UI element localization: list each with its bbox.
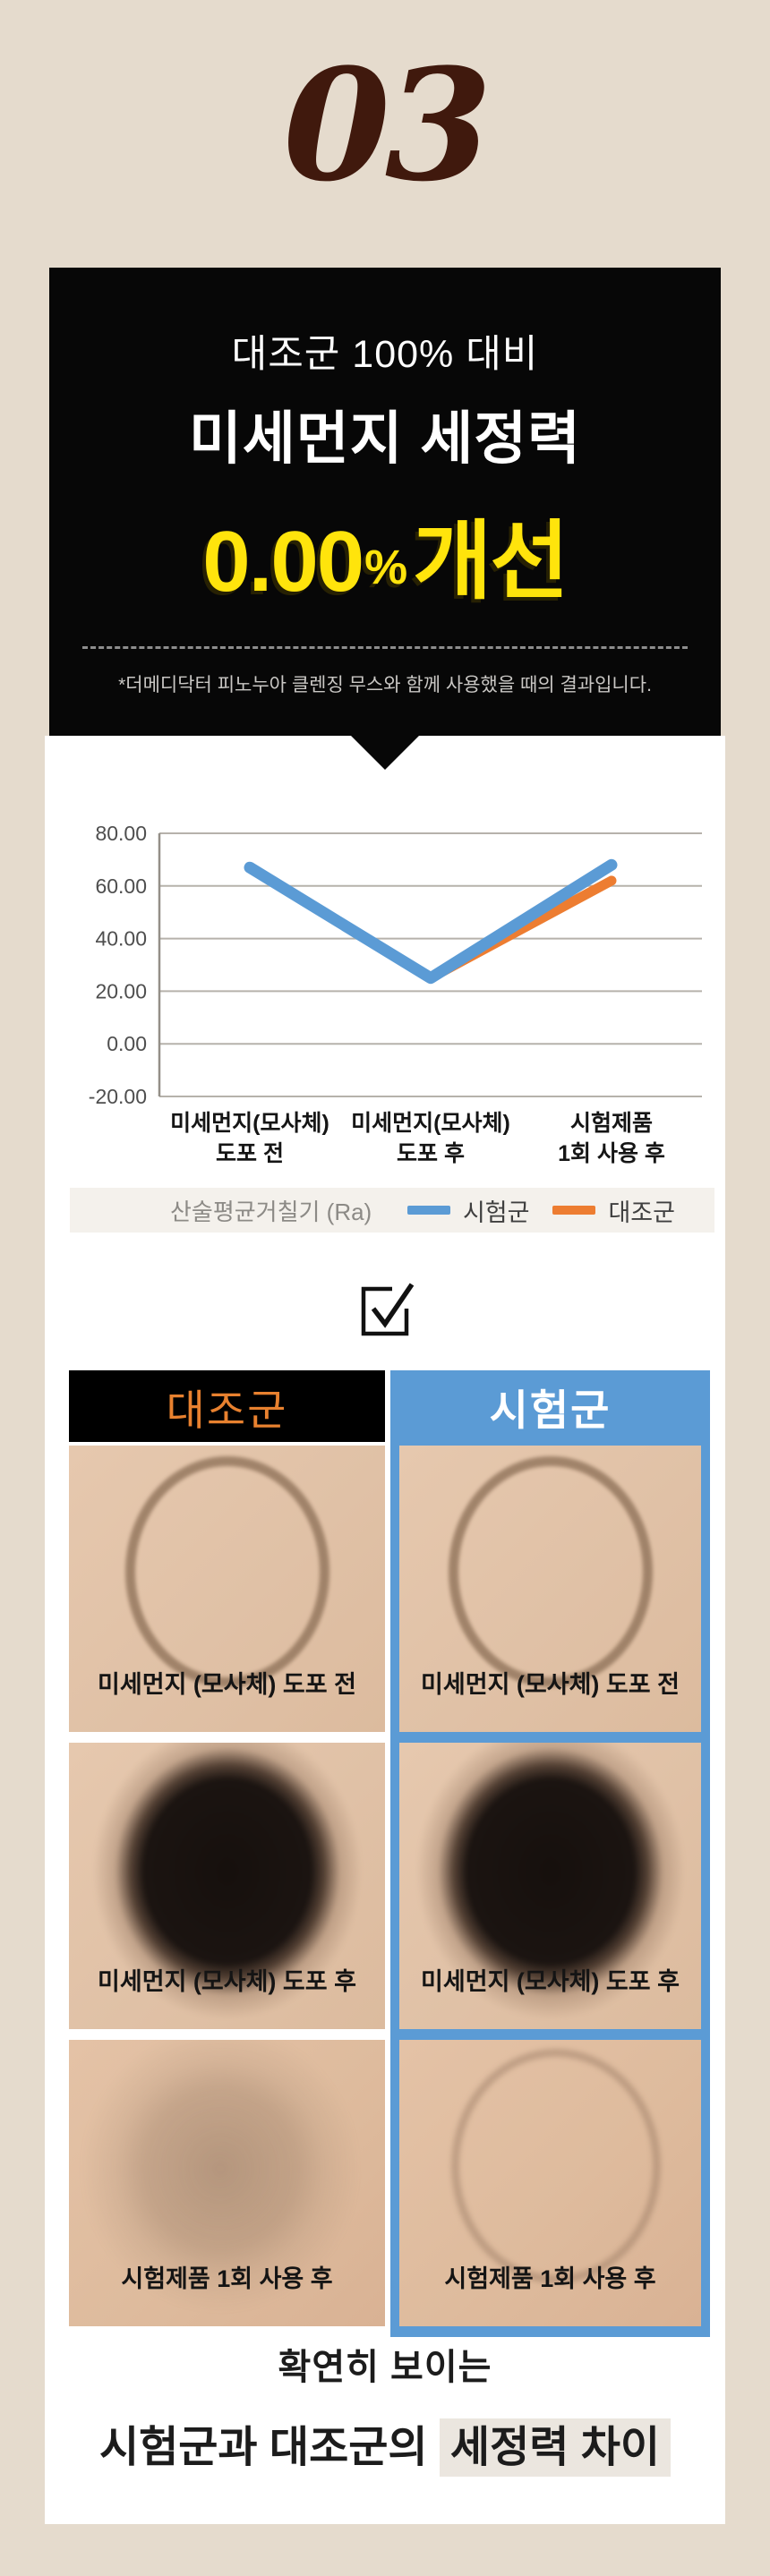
- chart-legend: 산술평균거칠기 (Ra) 시험군 대조군: [70, 1188, 714, 1233]
- checkbox-icon: [352, 1273, 418, 1341]
- photo-label: 시험제품 1회 사용 후: [444, 2265, 656, 2292]
- headline-banner: 대조군 100% 대비 미세먼지 세정력 0.00%개선 *더메디닥터 피노누아…: [49, 268, 721, 736]
- dust-ring-mark: [448, 1455, 653, 1687]
- legend-item-대조군: 대조군: [552, 1193, 675, 1228]
- footer-headline: 확연히 보이는 시험군과 대조군의 세정력 차이: [45, 2338, 725, 2477]
- photo-label: 미세먼지 (모사체) 도포 후: [98, 1968, 356, 1995]
- footer-line2-prefix: 시험군과 대조군의: [98, 2424, 440, 2471]
- banner-value: 0.00: [202, 514, 364, 610]
- test-column: 시험군 미세먼지 (모사체) 도포 전 미세먼지 (모사체) 도포 후 시험제품…: [390, 1370, 710, 2337]
- control-column: 대조군 미세먼지 (모사체) 도포 전 미세먼지 (모사체) 도포 후 시험제품…: [69, 1370, 385, 2326]
- banner-percent-sign: %: [364, 541, 408, 594]
- control-column-header: 대조군: [69, 1370, 385, 1442]
- svg-text:-20.00: -20.00: [89, 1085, 147, 1108]
- banner-value-line: 0.00%개선: [49, 491, 721, 616]
- svg-text:80.00: 80.00: [95, 822, 147, 845]
- banner-footnote: *더메디닥터 피노누아 클렌징 무스와 함께 사용했을 때의 결과입니다.: [118, 675, 652, 695]
- roughness-line-chart: 80.00 60.00 40.00 20.00 0.00 -20.00 미세먼지(모사체) 도…: [54, 801, 716, 1177]
- photo-control-before: 미세먼지 (모사체) 도포 전: [69, 1446, 385, 1732]
- footer-line2: 시험군과 대조군의 세정력 차이: [45, 2411, 725, 2477]
- residue-smudge-mark: [81, 2040, 360, 2312]
- legend-label: 대조군: [608, 1198, 675, 1226]
- photo-test-applied: 미세먼지 (모사체) 도포 후: [399, 1743, 701, 2029]
- svg-text:20.00: 20.00: [95, 979, 147, 1002]
- dust-blob-mark: [92, 1743, 362, 2019]
- legend-items: 시험군 대조군: [406, 1193, 675, 1228]
- chart-ylabel-note: 산술평균거칠기 (Ra): [170, 1198, 372, 1225]
- footer-highlight: 세정력 차이: [439, 2418, 672, 2477]
- photo-control-applied: 미세먼지 (모사체) 도포 후: [69, 1743, 385, 2029]
- banner-value-suffix: 개선: [413, 514, 569, 610]
- legend-label: 시험군: [462, 1198, 530, 1226]
- section-number: 03: [283, 34, 492, 216]
- legend-swatch: [406, 1206, 450, 1215]
- dust-blob-mark: [415, 1743, 685, 2019]
- faint-ring-mark: [451, 2048, 662, 2283]
- photo-control-after-use: 시험제품 1회 사용 후: [69, 2040, 385, 2326]
- footer-line1: 확연히 보이는: [278, 2348, 492, 2387]
- photo-test-after-use: 시험제품 1회 사용 후: [399, 2040, 701, 2326]
- photo-test-before: 미세먼지 (모사체) 도포 전: [399, 1446, 701, 1732]
- legend-item-시험군: 시험군: [406, 1193, 530, 1228]
- svg-text:40.00: 40.00: [95, 927, 147, 951]
- banner-title: 미세먼지 세정력: [189, 406, 581, 471]
- svg-text:미세먼지(모사체)도포 전: 미세먼지(모사체) 도포 전: [170, 1111, 329, 1166]
- svg-text:미세먼지(모사체)도포 후: 미세먼지(모사체) 도포 후: [351, 1111, 510, 1166]
- dashed-divider: [82, 646, 688, 649]
- test-column-header: 시험군: [489, 1386, 612, 1434]
- banner-pointer-triangle: [351, 736, 419, 770]
- svg-text:60.00: 60.00: [95, 874, 147, 898]
- svg-text:0.00: 0.00: [107, 1032, 147, 1055]
- dust-ring-mark: [124, 1455, 329, 1687]
- legend-swatch: [552, 1206, 596, 1215]
- photo-label: 미세먼지 (모사체) 도포 후: [421, 1968, 680, 1995]
- chart-canvas: 80.00 60.00 40.00 20.00 0.00 -20.00 미세먼지(모사체) 도…: [89, 822, 702, 1166]
- photo-label: 시험제품 1회 사용 후: [121, 2265, 333, 2292]
- banner-subtitle: 대조군 100% 대비: [231, 333, 539, 376]
- photo-label: 미세먼지 (모사체) 도포 전: [421, 1671, 680, 1698]
- photo-label: 미세먼지 (모사체) 도포 전: [98, 1671, 356, 1698]
